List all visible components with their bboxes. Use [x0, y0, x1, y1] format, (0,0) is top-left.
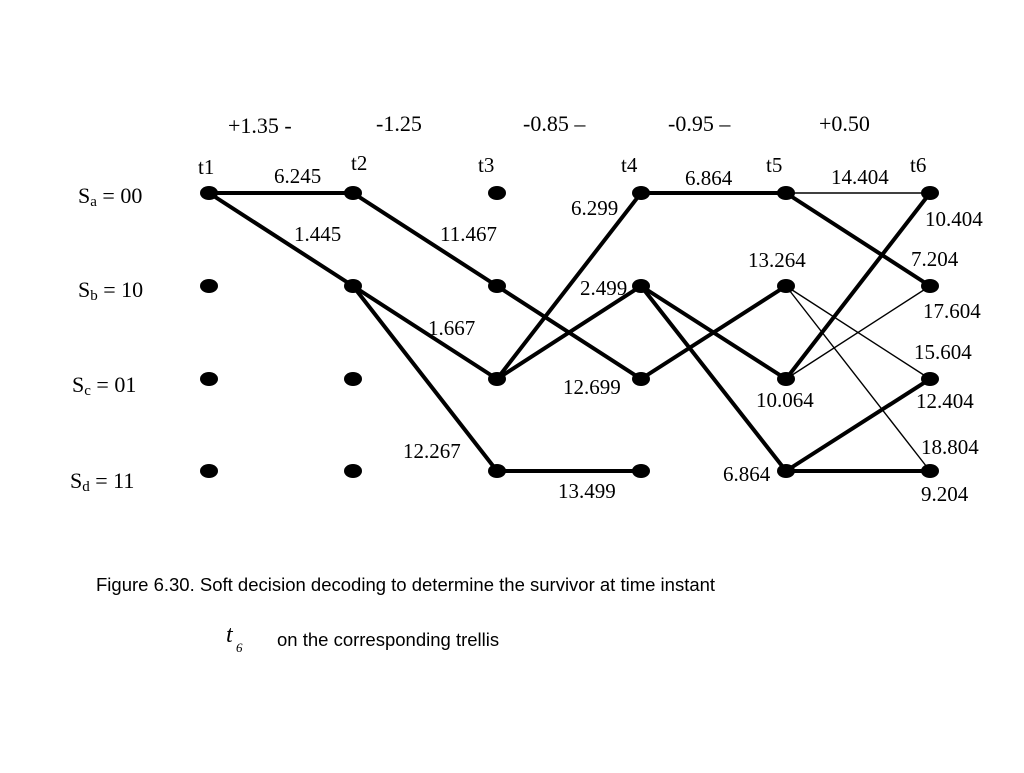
trellis-branch [785, 285, 931, 472]
trellis-node [344, 186, 362, 200]
path-metric: 1.667 [428, 316, 475, 340]
trellis-node [921, 372, 939, 386]
path-metric: 10.064 [756, 388, 814, 412]
path-metric: 17.604 [923, 299, 981, 323]
path-metric: 6.299 [571, 196, 618, 220]
time-label: t3 [478, 153, 494, 177]
trellis-node [632, 279, 650, 293]
trellis-node [921, 186, 939, 200]
path-metric: 6.864 [723, 462, 771, 486]
state-symbol: S [70, 468, 82, 493]
trellis-branch [495, 284, 643, 381]
trellis-node [921, 464, 939, 478]
trellis-branch [784, 377, 932, 473]
state-subscript: c [84, 383, 91, 399]
trellis-node [632, 186, 650, 200]
figure-caption: Figure 6.30. Soft decision decoding to d… [96, 574, 716, 595]
path-metric: 6.864 [685, 166, 733, 190]
trellis-branch [495, 191, 643, 381]
trellis-branch [351, 284, 499, 473]
state-subscript: a [90, 194, 97, 210]
trellis-node [488, 186, 506, 200]
state-symbol: S [72, 372, 84, 397]
trellis-branch [785, 285, 931, 380]
trellis-node [200, 464, 218, 478]
path-metric: 13.264 [748, 248, 806, 272]
state-symbol: S [78, 183, 90, 208]
path-metric: 12.267 [403, 439, 461, 463]
received-value: +0.50 [819, 111, 870, 136]
path-metric: 11.467 [440, 222, 497, 246]
trellis-nodes [200, 186, 939, 478]
path-metric: 9.204 [921, 482, 969, 506]
caption-time-subscript: 6 [236, 640, 243, 655]
time-label: t1 [198, 155, 214, 179]
trellis-node [200, 186, 218, 200]
trellis-branch [784, 191, 932, 381]
path-metric: 7.204 [911, 247, 959, 271]
trellis-node [632, 372, 650, 386]
trellis-node [488, 464, 506, 478]
path-metric: 18.804 [921, 435, 979, 459]
trellis-node [777, 279, 795, 293]
path-metric: 2.499 [580, 276, 627, 300]
path-metric: 12.699 [563, 375, 621, 399]
trellis-node [344, 279, 362, 293]
path-metric: 10.404 [925, 207, 983, 231]
trellis-node [777, 464, 795, 478]
state-value: = 00 [97, 183, 142, 208]
trellis-node [488, 372, 506, 386]
state-value: = 11 [90, 468, 135, 493]
time-label: t5 [766, 153, 782, 177]
trellis-labels: +1.35 - -1.25 -0.85 – -0.95 – +0.50 t1 t… [70, 111, 983, 506]
trellis-node [200, 279, 218, 293]
trellis-branch [639, 284, 788, 473]
trellis-node [921, 279, 939, 293]
time-label: t4 [621, 153, 638, 177]
received-value: -0.95 – [668, 111, 731, 136]
path-metric: 6.245 [274, 164, 321, 188]
state-label-c: Sc = 01 [72, 372, 136, 399]
state-label-a: Sa = 00 [78, 183, 142, 210]
trellis-node [200, 372, 218, 386]
received-value: -1.25 [376, 111, 422, 136]
state-symbol: S [78, 277, 90, 302]
trellis-branch [639, 284, 788, 381]
trellis-branch [351, 284, 499, 381]
time-label: t6 [910, 153, 926, 177]
figure-caption-continuation: on the corresponding trellis [277, 629, 500, 650]
trellis-node [344, 464, 362, 478]
caption-time-symbol: t [226, 622, 233, 648]
path-metric: 15.604 [914, 340, 972, 364]
path-metric: 12.404 [916, 389, 974, 413]
path-metric: 1.445 [294, 222, 341, 246]
trellis-branch [351, 191, 499, 288]
state-value: = 10 [98, 277, 143, 302]
trellis-node [488, 279, 506, 293]
time-label: t2 [351, 151, 367, 175]
state-label-d: Sd = 11 [70, 468, 134, 495]
trellis-node [344, 372, 362, 386]
path-metric: 14.404 [831, 165, 889, 189]
trellis-node [632, 464, 650, 478]
trellis-branch [784, 191, 932, 288]
state-subscript: b [90, 288, 98, 304]
state-subscript: d [82, 479, 90, 495]
path-metric: 13.499 [558, 479, 616, 503]
received-value: -0.85 – [523, 111, 586, 136]
trellis-branches [207, 191, 932, 473]
received-value: +1.35 - [228, 113, 292, 138]
trellis-node [777, 186, 795, 200]
state-label-b: Sb = 10 [78, 277, 143, 304]
trellis-node [777, 372, 795, 386]
trellis-branch [207, 191, 355, 288]
state-value: = 01 [91, 372, 136, 397]
